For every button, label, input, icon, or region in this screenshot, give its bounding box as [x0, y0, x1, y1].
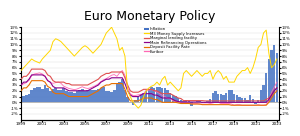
Bar — [62, 88, 65, 102]
Bar — [94, 90, 97, 102]
Bar — [148, 89, 150, 102]
Bar — [246, 100, 249, 102]
Bar — [244, 98, 246, 102]
Bar — [150, 87, 153, 102]
Bar — [276, 53, 278, 102]
Bar — [124, 90, 126, 102]
Bar — [268, 59, 270, 102]
Bar — [164, 88, 166, 102]
Bar — [142, 92, 145, 102]
Bar — [113, 90, 116, 102]
Bar — [28, 94, 30, 102]
Bar — [73, 93, 76, 102]
Bar — [222, 95, 225, 102]
Bar — [156, 87, 158, 102]
Bar — [201, 102, 203, 103]
Bar — [41, 89, 43, 102]
Bar — [108, 91, 110, 102]
Bar — [49, 91, 52, 102]
Bar — [134, 100, 137, 102]
Bar — [116, 83, 118, 102]
Bar — [105, 91, 107, 102]
Bar — [145, 91, 148, 102]
Bar — [54, 88, 57, 102]
Bar — [36, 87, 38, 102]
Bar — [52, 89, 54, 102]
Bar — [169, 92, 172, 102]
Bar — [220, 94, 222, 102]
Bar — [172, 95, 174, 102]
Bar — [209, 99, 212, 102]
Legend: Inflation, M3 Money Supply Increases, Marginal lending facility, Main Refinancin: Inflation, M3 Money Supply Increases, Ma… — [144, 27, 206, 54]
Bar — [100, 88, 102, 102]
Bar — [212, 92, 214, 102]
Bar — [198, 101, 201, 102]
Bar — [182, 101, 185, 102]
Bar — [137, 97, 140, 102]
Bar — [86, 90, 89, 102]
Bar — [161, 88, 164, 102]
Bar — [20, 97, 22, 102]
Bar — [102, 87, 105, 102]
Bar — [249, 95, 251, 102]
Bar — [196, 101, 198, 102]
Bar — [238, 97, 241, 102]
Bar — [38, 87, 41, 102]
Bar — [236, 95, 238, 102]
Bar — [254, 102, 257, 104]
Bar — [214, 91, 217, 102]
Bar — [70, 92, 73, 102]
Bar — [33, 88, 36, 102]
Bar — [190, 102, 193, 106]
Bar — [140, 94, 142, 102]
Bar — [204, 102, 206, 103]
Bar — [57, 90, 59, 102]
Bar — [153, 88, 155, 102]
Bar — [177, 98, 179, 102]
Bar — [230, 90, 233, 102]
Bar — [92, 90, 94, 102]
Bar — [65, 91, 68, 102]
Bar — [132, 102, 134, 105]
Bar — [25, 95, 28, 102]
Bar — [167, 90, 169, 102]
Bar — [84, 91, 86, 102]
Bar — [60, 90, 62, 102]
Bar — [265, 73, 267, 102]
Bar — [89, 90, 92, 102]
Bar — [158, 87, 161, 102]
Bar — [270, 50, 273, 102]
Bar — [118, 81, 121, 102]
Bar — [81, 89, 83, 102]
Bar — [228, 90, 230, 102]
Bar — [44, 85, 46, 102]
Bar — [260, 90, 262, 102]
Bar — [68, 92, 70, 102]
Bar — [233, 94, 236, 102]
Text: Euro Monetary Policy: Euro Monetary Policy — [84, 10, 216, 23]
Bar — [180, 100, 182, 102]
Bar — [97, 89, 100, 102]
Bar — [22, 96, 25, 102]
Bar — [76, 91, 78, 102]
Bar — [121, 79, 124, 102]
Bar — [30, 90, 33, 102]
Bar — [185, 100, 188, 102]
Bar — [273, 44, 275, 102]
Bar — [241, 98, 243, 102]
Bar — [217, 94, 220, 102]
Bar — [46, 88, 49, 102]
Bar — [262, 85, 265, 102]
Bar — [206, 101, 209, 102]
Bar — [174, 96, 177, 102]
Bar — [110, 92, 113, 102]
Bar — [126, 97, 129, 102]
Bar — [188, 101, 190, 102]
Bar — [225, 92, 227, 102]
Bar — [78, 90, 81, 102]
Bar — [257, 100, 260, 102]
Bar — [252, 99, 254, 102]
